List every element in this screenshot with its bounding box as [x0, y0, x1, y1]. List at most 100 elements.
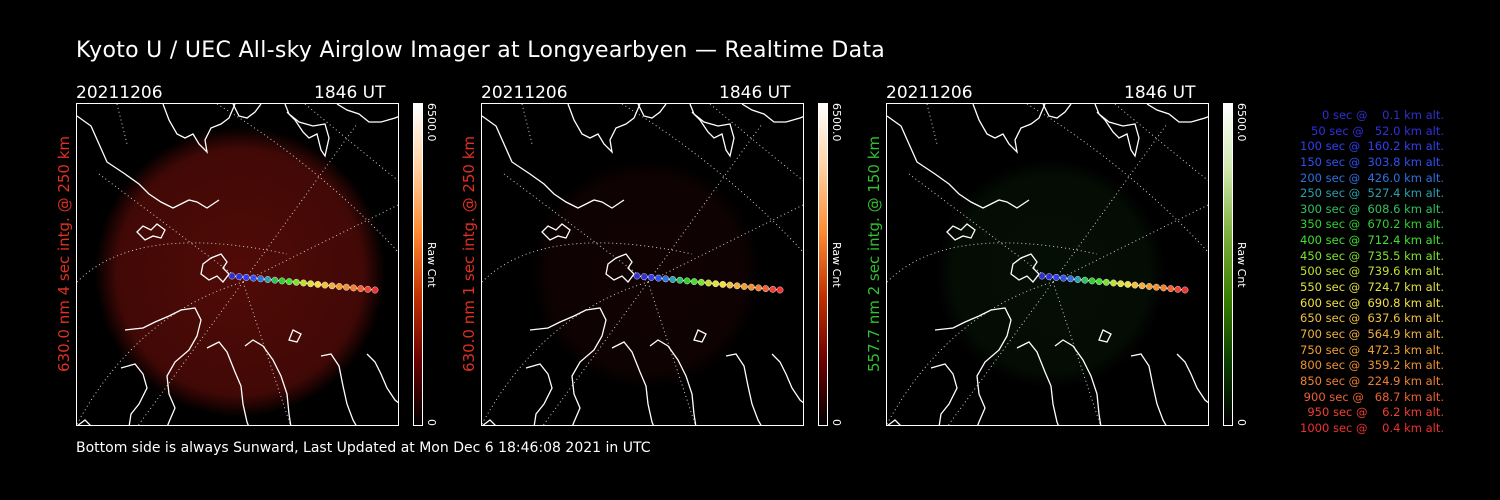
coastline: [482, 419, 496, 425]
coastline: [1054, 339, 1102, 425]
legend-row: 850 sec @ 224.9 km alt.: [1296, 373, 1444, 388]
track-point: [1145, 283, 1153, 290]
coastline: [162, 104, 236, 154]
track-point: [1138, 282, 1146, 290]
coastline: [1016, 341, 1059, 425]
coastline: [320, 353, 357, 425]
panel-3-wavelength-label: 557.7 nm 2 sec intg. @ 150 km: [865, 135, 883, 372]
track-point: [683, 277, 691, 285]
track-point: [662, 275, 670, 283]
legend-row: 750 sec @ 472.3 km alt.: [1296, 342, 1444, 357]
track-point: [257, 275, 265, 283]
latlon-grid-line: [1052, 123, 1168, 283]
coastline: [244, 339, 292, 425]
legend-row: 350 sec @ 670.2 km alt.: [1296, 217, 1444, 232]
coastline: [1146, 104, 1208, 123]
track-point: [1167, 285, 1175, 293]
sky-map-svg: [77, 104, 398, 425]
legend-row: 900 sec @ 68.7 km alt.: [1300, 389, 1444, 404]
latlon-grid-line: [116, 104, 128, 145]
coastline: [771, 353, 803, 404]
track-point: [235, 273, 243, 281]
track-point: [776, 286, 784, 294]
track-point: [719, 280, 727, 288]
legend-row: 700 sec @ 564.9 km alt.: [1296, 326, 1444, 341]
track-point: [357, 285, 365, 293]
page-title: Kyoto U / UEC All-sky Airglow Imager at …: [76, 38, 886, 63]
sky-map-svg: [887, 104, 1208, 425]
panel-1-sky-image: [76, 103, 399, 426]
altitude-time-legend: 0 sec @ 0.1 km alt. 50 sec @ 52.0 km alt…: [1262, 108, 1444, 436]
legend-row: 150 sec @ 303.8 km alt.: [1296, 154, 1444, 169]
track-point: [1081, 276, 1089, 284]
track-point: [640, 273, 648, 281]
legend-row: 800 sec @ 359.2 km alt.: [1296, 358, 1444, 373]
coastline: [336, 104, 398, 123]
legend-row: 250 sec @ 527.4 km alt.: [1296, 186, 1444, 201]
latlon-grid-line: [242, 281, 291, 425]
coastline: [693, 329, 707, 343]
legend-row: 550 sec @ 724.7 km alt.: [1296, 280, 1444, 295]
sky-map-svg: [482, 104, 803, 425]
coastline: [567, 104, 641, 154]
track-point: [242, 273, 250, 281]
panel-3-date: 20211206: [886, 83, 973, 103]
latlon-grid-line: [887, 281, 1054, 425]
track-point: [647, 273, 655, 281]
coastline: [1130, 353, 1167, 425]
track-point: [1038, 272, 1046, 280]
panel-1-time: 1846 UT: [314, 83, 386, 103]
track-point: [271, 276, 279, 284]
coastline: [611, 341, 654, 425]
coastline: [124, 307, 202, 425]
coastline: [1010, 253, 1040, 283]
track-point: [350, 284, 357, 292]
panel-1-wavelength-label: 630.0 nm 4 sec intg. @ 250 km: [55, 135, 73, 372]
panel-2-cbar-min: 0: [830, 419, 843, 426]
track-point: [335, 283, 343, 290]
track-point: [264, 276, 272, 283]
legend-row: 200 sec @ 426.0 km alt.: [1296, 170, 1444, 185]
panel-1-cbar-max: 6500.0: [425, 103, 438, 142]
track-point: [1095, 278, 1103, 286]
coastline: [366, 353, 398, 404]
coastline: [934, 307, 1012, 425]
panel-3-cbar-min: 0: [1235, 419, 1248, 426]
coastline: [529, 307, 607, 425]
coastline: [887, 115, 1030, 209]
panel-2-colorbar: [818, 103, 828, 426]
panel-3-cbar-unit: Raw Cnt: [1235, 242, 1248, 288]
legend-row: 500 sec @ 739.6 km alt.: [1296, 264, 1444, 279]
track-point: [1060, 274, 1067, 282]
track-point: [1181, 286, 1189, 294]
coastline: [284, 104, 330, 158]
track-point: [1088, 277, 1096, 285]
track-point: [1110, 279, 1117, 287]
track-point: [300, 279, 307, 287]
track-point: [733, 282, 741, 290]
legend-row: 950 sec @ 6.2 km alt.: [1303, 405, 1444, 420]
panel-2-cbar-max: 6500.0: [830, 103, 843, 142]
legend-row: 0 sec @ 0.1 km alt.: [1311, 108, 1444, 122]
legend-row: 450 sec @ 735.5 km alt.: [1296, 248, 1444, 263]
coastline: [136, 223, 166, 241]
coastline: [482, 115, 625, 209]
track-point: [342, 283, 350, 291]
panel-2-time: 1846 UT: [719, 83, 791, 103]
coastline: [637, 104, 667, 119]
track-point: [726, 281, 734, 289]
latlon-grid-line: [647, 123, 763, 283]
coastline: [689, 104, 735, 158]
track-point: [1152, 283, 1160, 291]
panel-1-cbar-unit: Raw Cnt: [425, 242, 438, 288]
coastline: [605, 253, 635, 283]
track-point: [669, 276, 677, 283]
track-point: [1045, 273, 1053, 281]
legend-row: 100 sec @ 160.2 km alt.: [1296, 139, 1444, 154]
track-point: [250, 274, 257, 282]
coastline: [541, 223, 571, 241]
track-point: [371, 286, 379, 294]
track-point: [328, 282, 336, 290]
panel-2-wavelength-label: 630.0 nm 1 sec intg. @ 250 km: [460, 135, 478, 372]
panel-1-date: 20211206: [76, 83, 163, 103]
